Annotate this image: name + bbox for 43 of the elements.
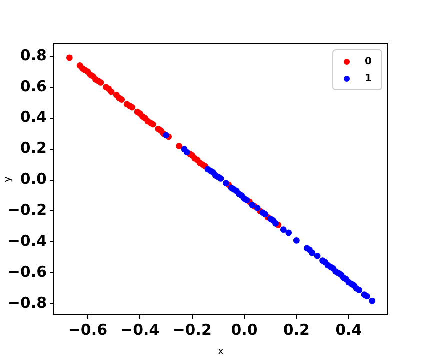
y-tick-label: 0.4 <box>20 108 47 126</box>
point <box>66 54 73 62</box>
y-axis-title: y <box>2 176 14 182</box>
point <box>280 226 287 234</box>
x-tick-label: 0.2 <box>283 320 310 339</box>
point <box>118 96 126 103</box>
y-tick-label: 0.2 <box>20 139 47 158</box>
point <box>364 293 370 300</box>
point <box>249 202 256 208</box>
x-axis-title: x <box>218 346 224 358</box>
point <box>314 252 321 260</box>
point <box>356 287 362 294</box>
point <box>129 104 136 111</box>
point <box>184 149 190 156</box>
y-tick-label: −0.8 <box>8 294 47 312</box>
y-tick-label: −0.2 <box>8 201 47 220</box>
y-tick-label: 0.8 <box>20 46 47 64</box>
point <box>108 88 115 96</box>
point <box>150 121 156 128</box>
point <box>286 230 292 236</box>
point <box>254 204 261 212</box>
point <box>244 197 250 204</box>
point <box>262 211 269 218</box>
y-tick-label: −0.4 <box>8 232 47 250</box>
point <box>272 220 279 227</box>
legend-label: 0 <box>365 56 372 68</box>
x-tick-label: −0.4 <box>120 320 160 339</box>
x-tick-label: 0.0 <box>231 320 258 339</box>
x-tick-label: −0.2 <box>172 320 212 339</box>
x-tick-label: 0.4 <box>336 320 362 339</box>
y-tick-label: 0.0 <box>20 170 47 188</box>
y-tick-label: −0.6 <box>8 263 47 282</box>
x-tick-label: −0.6 <box>68 320 108 339</box>
point <box>98 80 104 86</box>
point <box>309 250 316 256</box>
point <box>369 298 376 304</box>
point <box>223 180 230 187</box>
point <box>176 143 182 150</box>
point <box>293 237 300 244</box>
point <box>163 132 170 139</box>
y-tick-label: 0.6 <box>20 77 47 96</box>
legend-label: 1 <box>365 74 372 85</box>
point <box>218 176 224 182</box>
